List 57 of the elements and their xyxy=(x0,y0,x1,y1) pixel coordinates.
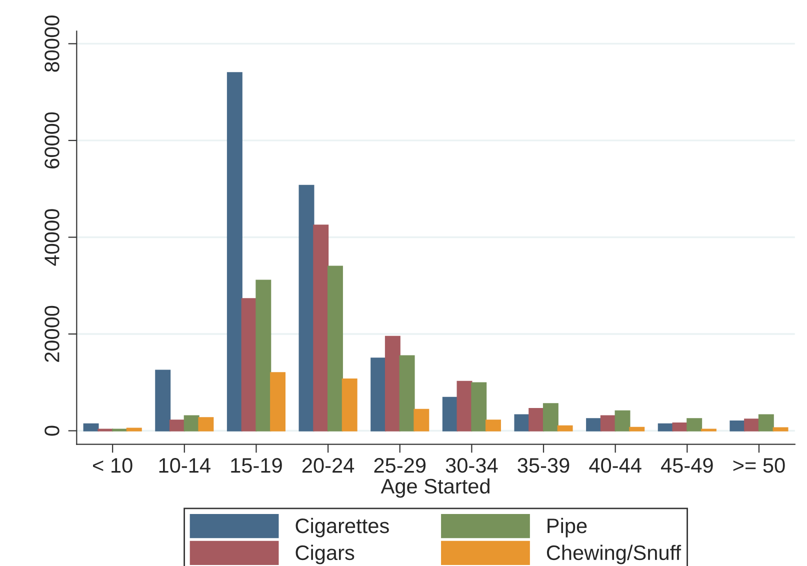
bar xyxy=(557,425,573,432)
bar xyxy=(600,415,616,432)
bar xyxy=(528,408,544,432)
x-tick-label: 40-44 xyxy=(589,458,642,473)
bar xyxy=(342,378,358,432)
x-tick-label: 45-49 xyxy=(661,458,713,473)
x-tick-label: 15-19 xyxy=(231,458,282,473)
bar xyxy=(169,420,185,432)
bar xyxy=(327,266,343,432)
bar xyxy=(384,336,400,432)
legend-label: Pipe xyxy=(548,518,587,538)
x-tick-label: < 10 xyxy=(93,458,132,473)
bar xyxy=(298,184,314,432)
y-tick-label: 80000 xyxy=(44,16,60,72)
bar xyxy=(270,372,286,432)
bar xyxy=(241,298,257,432)
bar xyxy=(313,224,329,432)
y-tick-label: 20000 xyxy=(44,306,60,362)
bar xyxy=(586,418,602,432)
bar xyxy=(542,403,558,432)
bar xyxy=(399,355,415,432)
bar xyxy=(486,420,501,432)
x-tick-label: 10-14 xyxy=(159,458,210,473)
x-tick-label: 25-29 xyxy=(374,458,426,473)
bar xyxy=(629,426,645,432)
bar xyxy=(155,370,171,432)
bar xyxy=(184,415,200,432)
bar xyxy=(744,418,760,432)
bar xyxy=(758,414,774,432)
bar xyxy=(456,380,472,432)
bar xyxy=(614,410,630,432)
x-tick-label: 35-39 xyxy=(518,458,570,473)
bar xyxy=(686,418,702,432)
bar xyxy=(514,414,530,432)
y-tick-label: 0 xyxy=(44,426,60,436)
y-tick-label: 40000 xyxy=(44,209,60,266)
bar xyxy=(442,396,458,432)
x-tick-label: 20-24 xyxy=(302,458,354,473)
bar xyxy=(370,358,386,432)
bar xyxy=(226,72,242,432)
bar xyxy=(126,428,142,432)
bar xyxy=(471,382,487,432)
legend-label: Cigars xyxy=(296,544,354,564)
bar xyxy=(83,423,99,432)
bar xyxy=(772,427,788,432)
y-tick-label: 60000 xyxy=(44,112,60,168)
bar xyxy=(672,422,688,432)
legend-label: Chewing/Snuff xyxy=(546,544,682,564)
bar xyxy=(658,423,674,432)
x-tick-label: 30-34 xyxy=(446,458,498,473)
bar xyxy=(256,280,272,432)
x-tick-label: >= 50 xyxy=(733,458,785,473)
bar xyxy=(414,408,430,432)
bar xyxy=(730,420,746,432)
bar xyxy=(198,417,214,432)
x-axis-title: Age Started xyxy=(380,478,490,498)
legend-label: Cigarettes xyxy=(296,518,389,538)
